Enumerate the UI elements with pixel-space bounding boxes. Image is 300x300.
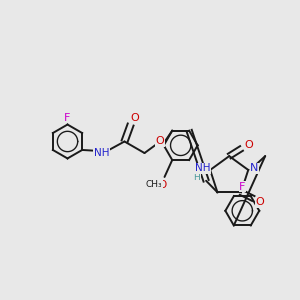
Text: F: F	[64, 112, 71, 123]
Text: O: O	[244, 140, 253, 150]
Text: O: O	[256, 197, 265, 207]
Text: N: N	[250, 164, 259, 173]
Text: NH: NH	[94, 148, 109, 158]
Text: NH: NH	[195, 164, 210, 173]
Text: O: O	[130, 112, 139, 123]
Text: O: O	[159, 180, 167, 190]
Text: F: F	[239, 182, 245, 192]
Text: O: O	[155, 136, 164, 146]
Text: H: H	[194, 173, 200, 182]
Text: CH₃: CH₃	[146, 180, 162, 189]
